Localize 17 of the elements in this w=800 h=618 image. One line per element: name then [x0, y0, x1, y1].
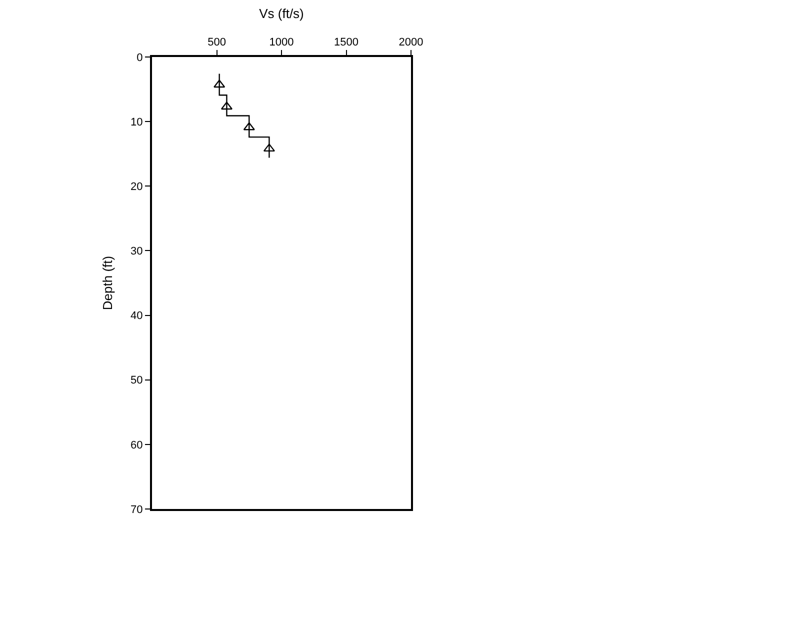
x-tick-label: 500: [208, 36, 226, 49]
point: [214, 80, 226, 88]
point: [243, 122, 255, 130]
y-tick-label: 50: [130, 374, 143, 387]
y-axis-title: Depth (ft): [100, 256, 115, 310]
y-tick-label: 10: [130, 116, 143, 128]
point: [263, 144, 275, 152]
x-tick-label: 1000: [269, 36, 294, 49]
x-tick-label: 1500: [334, 36, 358, 49]
x-tick-label: 2000: [398, 36, 424, 49]
y-tick-label: 70: [130, 504, 143, 516]
y-tick-label: 30: [130, 246, 143, 258]
y-tick-label: 0: [136, 52, 143, 64]
x-axis-title: Vs (ft/s): [259, 6, 304, 22]
y-tick-label: 60: [130, 439, 143, 452]
y-tick-label: 40: [130, 310, 143, 322]
y-tick-label: 20: [130, 180, 143, 193]
